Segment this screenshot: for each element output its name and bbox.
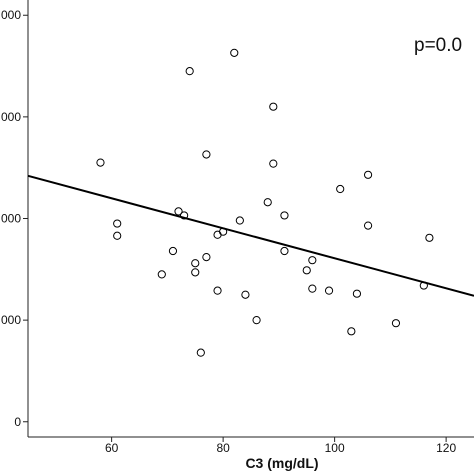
fit-line [27,174,474,297]
data-point [391,319,401,328]
data-point [280,211,289,220]
data-point [113,231,122,240]
data-point [363,170,373,179]
data-point [241,290,250,299]
data-points [96,48,434,357]
data-point [191,259,200,268]
data-point [347,327,356,336]
x-tick-label: 100 [325,441,345,455]
data-point [308,284,317,293]
data-point [363,221,373,230]
data-point [280,246,289,256]
data-point [302,266,311,275]
y-tick-label: 000 [1,313,21,327]
data-point [269,159,278,168]
x-tick-label: 80 [216,441,230,455]
y-tick-label: 000 [1,212,21,226]
x-axis-title: C3 (mg/dL) [245,455,318,471]
data-point [252,316,261,325]
data-point [419,281,428,290]
y-tick-label: 0 [14,415,21,429]
data-point [352,289,362,298]
data-point [202,253,211,262]
fit-line-group [27,174,474,297]
data-point [263,198,272,207]
data-point [213,286,222,295]
p-value-annotation: p=0.0 [414,35,462,56]
x-tick-label: 120 [436,441,456,455]
data-point [219,227,228,236]
data-point [191,268,200,277]
data-point [324,286,334,295]
data-point [185,67,194,76]
x-tick-label: 60 [105,441,119,455]
data-point [202,150,211,159]
data-point [180,211,189,220]
data-point [174,207,183,216]
data-point [196,348,205,357]
y-tick-label: 000 [1,8,21,22]
data-point [230,48,239,57]
data-point [96,158,105,167]
y-tick-label: 000 [1,110,21,124]
data-point [425,233,434,242]
data-point [336,184,345,194]
plot-area [28,0,474,437]
data-point [235,216,244,225]
data-point [308,256,317,265]
data-point [168,246,178,256]
data-point [269,102,278,111]
data-point [157,270,166,279]
data-point [113,219,122,228]
